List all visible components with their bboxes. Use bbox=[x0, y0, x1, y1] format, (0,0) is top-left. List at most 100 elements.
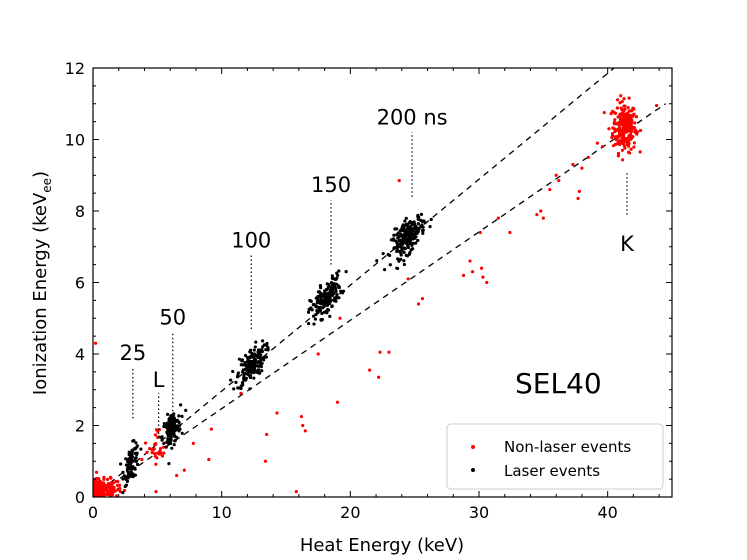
nonlaser-point bbox=[155, 456, 159, 460]
laser-point bbox=[309, 306, 313, 310]
nonlaser-point bbox=[632, 126, 636, 130]
y-tick-label: 10 bbox=[65, 131, 85, 150]
laser-point bbox=[402, 246, 407, 251]
nonlaser-point bbox=[191, 441, 195, 445]
nonlaser-point bbox=[265, 432, 269, 437]
laser-point bbox=[235, 375, 240, 379]
laser-point bbox=[237, 357, 242, 361]
nonlaser-point bbox=[158, 449, 162, 453]
laser-point bbox=[248, 350, 252, 354]
nonlaser-point bbox=[263, 459, 268, 463]
nonlaser-point bbox=[153, 452, 157, 456]
laser-point bbox=[319, 318, 323, 322]
laser-point bbox=[344, 270, 348, 274]
laser-point bbox=[312, 322, 316, 326]
nonlaser-point bbox=[613, 118, 617, 122]
laser-point bbox=[180, 414, 184, 418]
laser-point bbox=[328, 296, 332, 300]
nonlaser-point bbox=[622, 104, 626, 108]
x-tick-label: 30 bbox=[469, 503, 489, 522]
legend-label-laser: Laser events bbox=[504, 462, 600, 480]
sample-label: SEL40 bbox=[515, 367, 602, 400]
nonlaser-point bbox=[378, 350, 382, 354]
laser-point bbox=[325, 282, 329, 286]
nonlaser-point bbox=[143, 441, 148, 445]
laser-point bbox=[419, 218, 423, 222]
nonlaser-point bbox=[112, 485, 116, 490]
laser-point bbox=[330, 291, 334, 296]
nonlaser-point bbox=[470, 270, 475, 274]
laser-point bbox=[336, 284, 340, 288]
nonlaser-point bbox=[239, 391, 243, 395]
laser-point bbox=[132, 438, 136, 443]
laser-point bbox=[396, 245, 400, 249]
nonlaser-point bbox=[114, 479, 118, 484]
nonlaser-point bbox=[557, 179, 561, 183]
nonlaser-point bbox=[93, 488, 96, 492]
laser-point bbox=[164, 445, 168, 449]
laser-point bbox=[325, 303, 330, 308]
laser-point bbox=[253, 345, 257, 349]
laser-point bbox=[236, 371, 240, 375]
nonlaser-point bbox=[623, 127, 627, 131]
laser-point bbox=[319, 302, 323, 306]
laser-point bbox=[180, 431, 184, 435]
laser-point bbox=[239, 386, 243, 391]
laser-point bbox=[400, 238, 404, 242]
nonlaser-point bbox=[632, 145, 636, 149]
laser-point bbox=[332, 298, 336, 303]
laser-point bbox=[134, 441, 138, 445]
laser-point bbox=[121, 470, 125, 475]
laser-point bbox=[331, 288, 335, 292]
laser-point bbox=[131, 474, 135, 479]
nonlaser-point bbox=[97, 480, 101, 484]
laser-point bbox=[232, 387, 236, 391]
nonlaser-point bbox=[397, 179, 401, 183]
laser-point bbox=[323, 289, 327, 293]
laser-point bbox=[381, 252, 385, 256]
laser-point bbox=[252, 376, 256, 380]
laser-point bbox=[326, 285, 331, 289]
laser-point bbox=[419, 212, 424, 216]
laser-point bbox=[319, 297, 323, 301]
laser-point bbox=[330, 274, 334, 278]
laser-point bbox=[172, 443, 176, 447]
nonlaser-point bbox=[162, 451, 166, 455]
laser-point bbox=[121, 490, 125, 495]
laser-point bbox=[162, 425, 166, 429]
laser-point bbox=[388, 263, 392, 267]
laser-point bbox=[166, 437, 170, 441]
laser-point bbox=[320, 293, 324, 297]
nonlaser-point bbox=[109, 476, 113, 480]
laser-point bbox=[398, 229, 402, 233]
laser-point bbox=[170, 446, 174, 450]
y-tick-label: 4 bbox=[75, 345, 85, 364]
laser-point bbox=[411, 247, 415, 251]
laser-point bbox=[184, 408, 188, 412]
nonlaser-point bbox=[154, 490, 158, 494]
laser-point bbox=[256, 355, 260, 359]
laser-point bbox=[392, 246, 397, 250]
nonlaser-point bbox=[303, 429, 307, 433]
laser-point bbox=[324, 292, 328, 296]
nonlaser-point bbox=[105, 477, 110, 481]
laser-point bbox=[254, 340, 258, 344]
laser-point bbox=[160, 438, 164, 442]
laser-point bbox=[250, 351, 254, 356]
laser-point bbox=[392, 233, 396, 237]
laser-point bbox=[408, 225, 412, 230]
nonlaser-point bbox=[101, 482, 106, 486]
laser-point bbox=[167, 462, 171, 466]
nonlaser-point bbox=[627, 96, 631, 100]
laser-point bbox=[242, 374, 246, 378]
laser-point bbox=[135, 462, 140, 467]
nonlaser-point bbox=[619, 94, 623, 98]
nonlaser-point bbox=[633, 130, 637, 134]
axes: 0 10 20 30 40 0 2 4 6 8 10 12 bbox=[65, 59, 673, 522]
nonlaser-point bbox=[104, 485, 108, 489]
nonlaser-point bbox=[100, 492, 104, 496]
laser-point bbox=[252, 363, 256, 367]
nonlaser-point bbox=[614, 122, 619, 126]
laser-point bbox=[177, 420, 181, 425]
